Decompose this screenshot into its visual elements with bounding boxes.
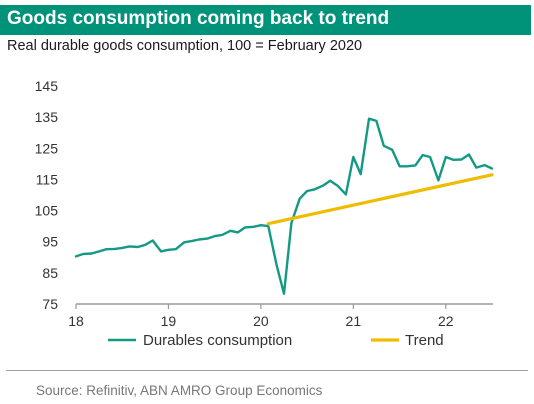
chart-title: Goods consumption coming back to trend [7,8,390,29]
series-layer [74,117,494,295]
x-tick-label: 22 [438,313,454,329]
legend-label: Durables consumption [143,332,292,349]
footer-divider [6,370,528,371]
trend-line [266,173,494,226]
y-tick-label: 85 [42,265,58,281]
y-tick-label: 75 [42,296,58,312]
legend-label: Trend [405,332,444,349]
title-bar: Goods consumption coming back to trend [0,5,531,35]
y-tick-label: 95 [42,234,58,250]
y-tick-label: 105 [35,203,59,219]
x-tick-label: 19 [161,313,177,329]
x-axis: 18 19 20 21 22 [68,303,493,329]
y-tick-label: 115 [36,171,59,187]
y-axis: 75 85 95 105 115 125 135 145 [35,78,59,312]
x-tick-label: 20 [253,313,269,329]
y-tick-label: 135 [35,109,59,125]
durables-line [74,117,494,295]
legend: Durables consumption Trend [108,332,444,349]
x-tick-label: 18 [68,313,84,329]
source-note: Source: Refinitiv, ABN AMRO Group Econom… [36,383,323,398]
y-tick-label: 125 [35,140,59,156]
x-tick-label: 21 [346,313,362,329]
chart-subtitle: Real durable goods consumption, 100 = Fe… [7,38,363,54]
y-tick-label: 145 [35,78,59,94]
